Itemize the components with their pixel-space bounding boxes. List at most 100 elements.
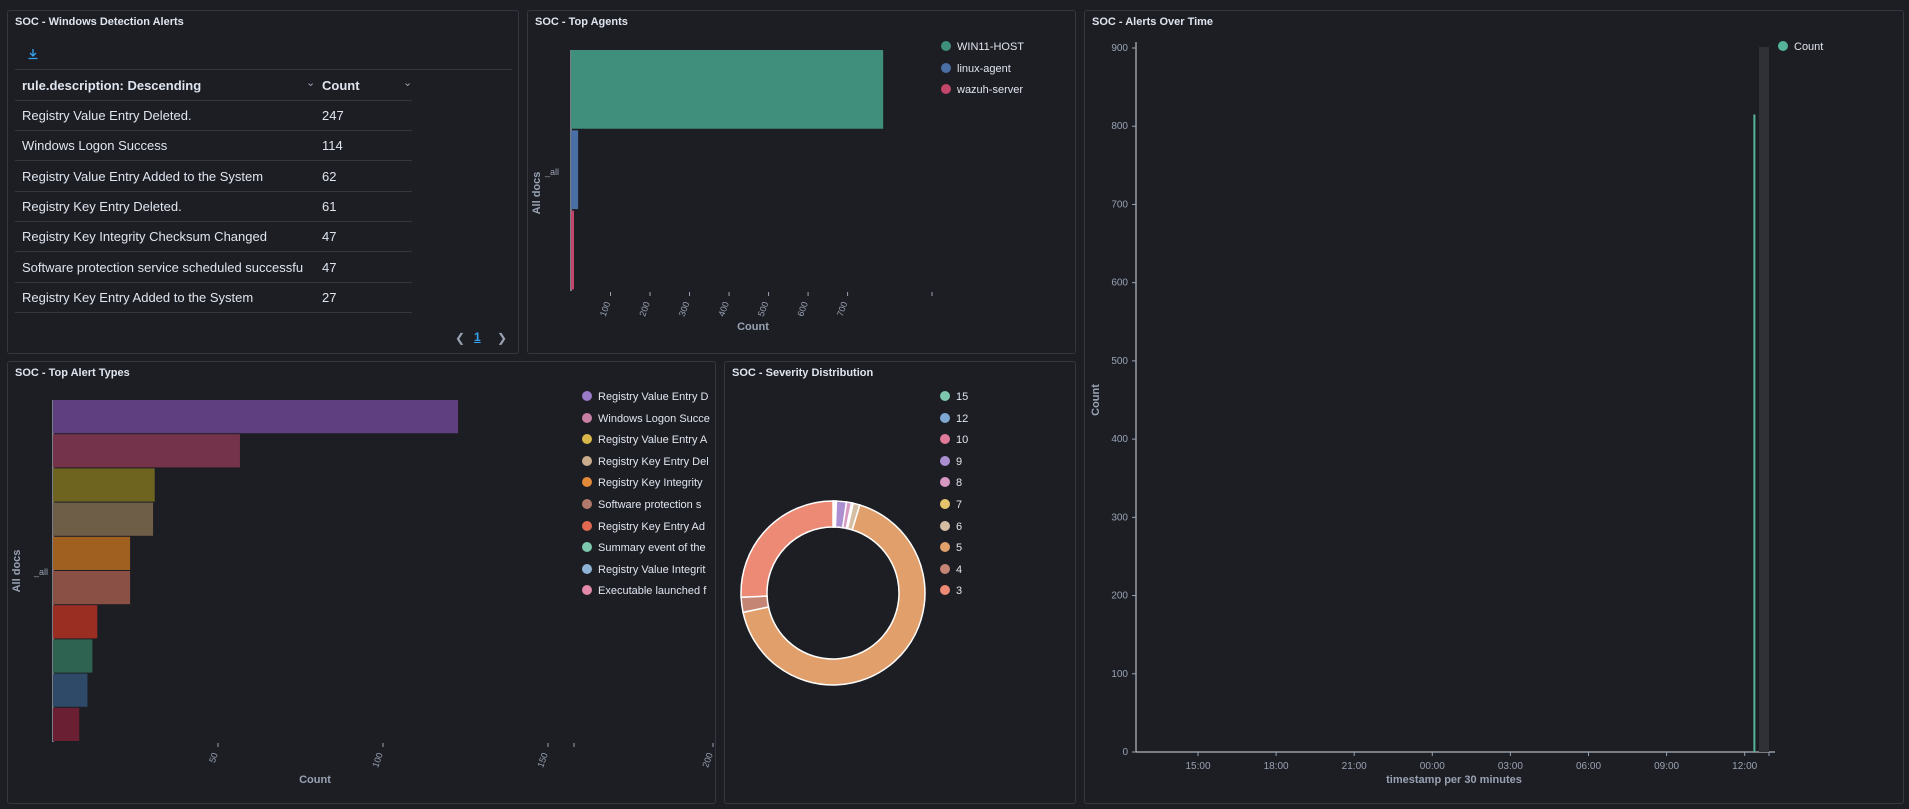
legend-item[interactable]: 5 [940, 542, 1000, 554]
x-tick-label: 200 [637, 300, 652, 318]
legend-item[interactable]: 9 [940, 455, 1000, 468]
bar[interactable] [53, 536, 131, 570]
rule-description-cell: Registry Key Integrity Checksum Changed [22, 229, 267, 245]
bar[interactable] [571, 130, 579, 210]
rule-description-cell: Registry Value Entry Deleted. [22, 108, 192, 123]
legend-label: 4 [956, 563, 963, 576]
donut-slice[interactable] [742, 504, 926, 686]
bar[interactable] [53, 639, 93, 673]
legend-dot-icon [941, 62, 951, 73]
page-number[interactable]: 1 [474, 330, 481, 344]
bar[interactable] [53, 400, 459, 434]
legend-dot-icon [582, 542, 592, 553]
panel-title: SOC - Windows Detection Alerts [15, 16, 184, 28]
legend-dot-icon [582, 455, 592, 466]
x-tick-label: 09:00 [1654, 761, 1679, 772]
legend-item[interactable]: wazuh-server [941, 84, 1071, 96]
chevron-right-icon[interactable]: ❯ [497, 331, 508, 345]
legend-item[interactable]: 8 [940, 477, 1000, 489]
count-cell: 62 [322, 168, 337, 184]
legend-item[interactable]: Count [1778, 41, 1858, 53]
count-cell: 247 [322, 108, 344, 123]
x-tick-label: 600 [795, 300, 810, 318]
bar[interactable] [571, 50, 884, 129]
y-tick-label: 700 [1111, 199, 1128, 210]
panel-title: SOC - Severity Distribution [732, 367, 874, 379]
bar[interactable] [53, 434, 240, 468]
legend-item[interactable]: Registry Value Entry A [582, 434, 710, 446]
bar[interactable] [53, 468, 155, 502]
legend-item[interactable]: Registry Value Integrit [582, 563, 710, 576]
legend-item[interactable]: 15 [940, 391, 1000, 403]
panel-title: SOC - Top Agents [535, 16, 628, 28]
count-cell: 61 [322, 198, 337, 214]
legend-dot-icon [940, 585, 950, 596]
bar[interactable] [53, 571, 131, 605]
severity-donut-chart [740, 500, 926, 686]
legend-item[interactable]: 3 [940, 585, 1000, 597]
legend-item[interactable]: Windows Logon Succe [582, 412, 710, 425]
chevron-down-icon[interactable]: ⌄ [306, 77, 316, 89]
legend-dot-icon [582, 585, 592, 596]
legend-label: Registry Key Entry Ad [598, 520, 705, 533]
x-tick-label: 100 [598, 300, 613, 318]
legend-item[interactable]: Registry Key Integrity [582, 477, 710, 489]
legend-dot-icon [582, 520, 592, 531]
legend-item[interactable]: linux-agent [941, 62, 1071, 75]
legend-item[interactable]: Registry Key Entry Del [582, 455, 710, 468]
legend-item[interactable]: WIN11-HOST [941, 41, 1071, 53]
bar[interactable] [53, 707, 80, 741]
table-row: Registry Key Integrity Checksum Changed 4… [15, 221, 412, 253]
chevron-left-icon[interactable]: ❮ [455, 331, 466, 345]
severity-distribution-panel: SOC - Severity Distribution 15 12 10 9 8 7 6 5 4… [724, 361, 1076, 804]
legend-item[interactable]: Registry Value Entry D [582, 391, 710, 403]
bar[interactable] [53, 502, 154, 536]
panel-title: SOC - Top Alert Types [15, 367, 130, 379]
legend-label: Count [1794, 41, 1824, 53]
chevron-down-icon[interactable]: ⌄ [403, 77, 413, 89]
panel-title: SOC - Alerts Over Time [1092, 16, 1214, 28]
x-tick-label: 18:00 [1264, 761, 1289, 772]
alerts-over-time-chart: Count timestamp per 30 minutes 0 100 200 30… [1090, 42, 1775, 786]
legend-dot-icon [940, 434, 950, 445]
legend-item[interactable]: 7 [940, 499, 1000, 511]
top-agents-panel: SOC - Top Agents All docs _all Count 100… [527, 10, 1076, 354]
legend-dot-icon [940, 520, 950, 531]
legend-dot-icon [582, 412, 592, 423]
y-tick-label: 900 [1111, 43, 1128, 54]
legend-label: 9 [956, 455, 963, 468]
bar[interactable] [1753, 114, 1756, 752]
legend-label: Windows Logon Succe [598, 412, 710, 425]
y-tick-label: 400 [1111, 434, 1128, 445]
legend-item[interactable]: Summary event of the [582, 542, 710, 554]
top-alert-types-chart: All docs _all Count 50100150200250 [11, 400, 715, 786]
legend-item[interactable]: 10 [940, 434, 1000, 446]
rule-description-cell: Windows Logon Success [22, 138, 168, 154]
donut-slice[interactable] [740, 500, 834, 599]
rule-description-cell: Registry Value Entry Added to the System [22, 168, 264, 184]
x-tick-label: 03:00 [1498, 761, 1523, 772]
y-axis-label: All docs [531, 172, 543, 215]
legend-item[interactable]: Executable launched f [582, 585, 710, 597]
x-tick-label: 00:00 [1420, 761, 1445, 772]
legend-item[interactable]: 6 [940, 520, 1000, 533]
y-axis-label: All docs [11, 550, 23, 593]
column-header-count[interactable]: Count [322, 78, 360, 93]
download-icon[interactable] [27, 48, 39, 63]
y-tick-label: 100 [1111, 669, 1128, 680]
legend-label: 10 [956, 434, 969, 447]
bar[interactable] [53, 673, 88, 707]
count-cell: 47 [322, 259, 337, 275]
legend-label: 8 [956, 477, 963, 490]
legend-label: Software protection s [598, 499, 702, 511]
table-row: Windows Logon Success 114 [15, 130, 412, 162]
legend-item[interactable]: 12 [940, 412, 1000, 425]
legend-dot-icon [582, 563, 592, 574]
legend-item[interactable]: 4 [940, 563, 1000, 576]
y-tick-label: _all [544, 167, 559, 177]
legend-item[interactable]: Registry Key Entry Ad [582, 520, 710, 533]
legend-item[interactable]: Software protection s [582, 499, 710, 511]
bar[interactable] [53, 605, 98, 639]
column-header-description[interactable]: rule.description: Descending [22, 78, 202, 93]
bar[interactable] [571, 210, 574, 290]
